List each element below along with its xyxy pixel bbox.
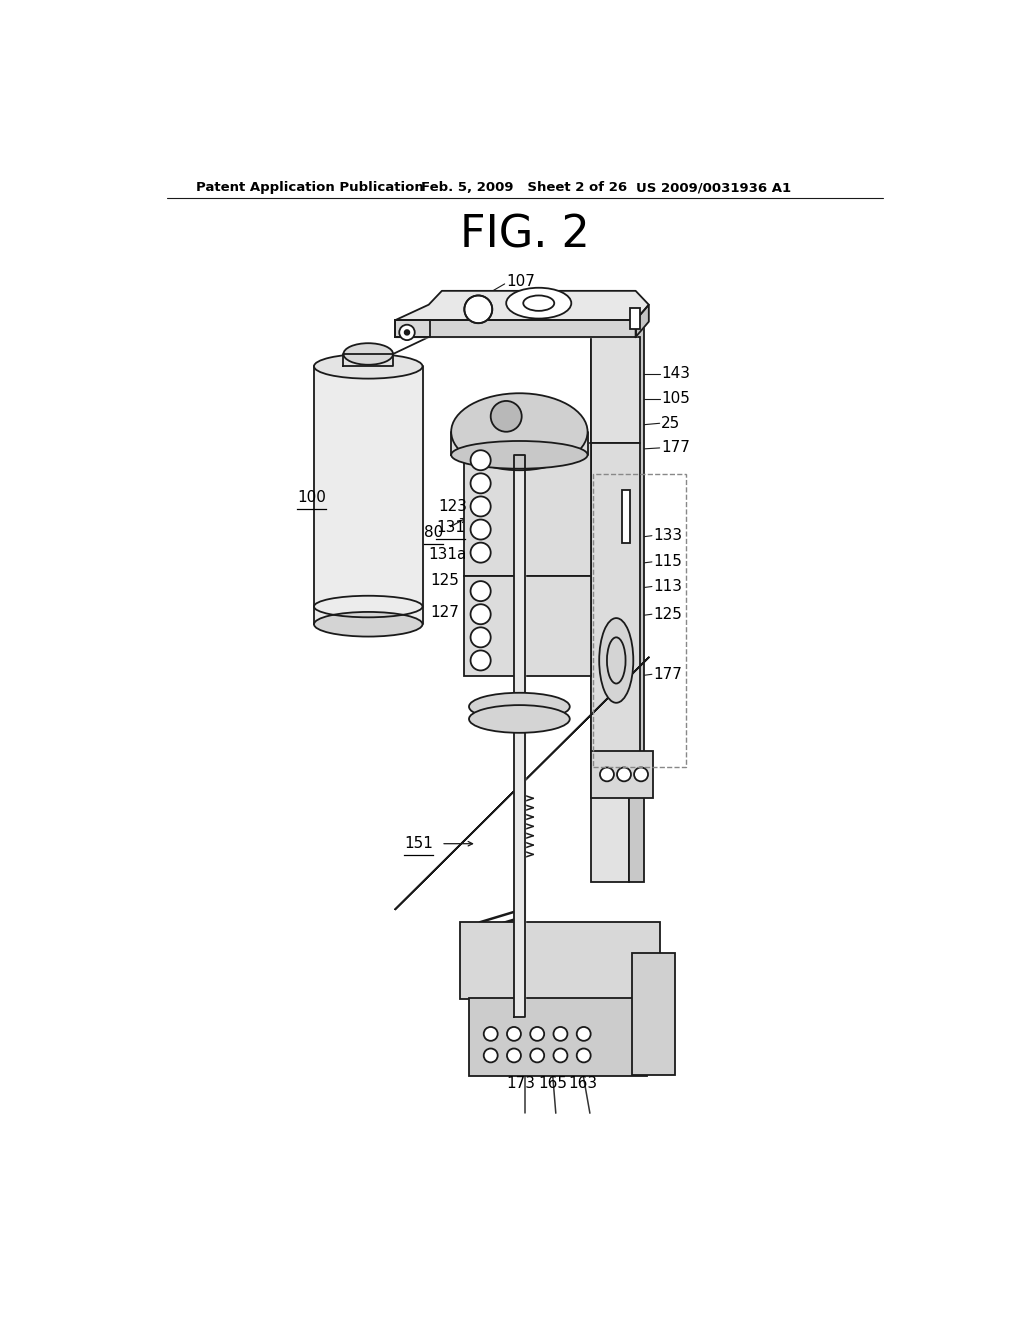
Text: 100: 100 — [297, 490, 326, 504]
Circle shape — [483, 1027, 498, 1040]
Circle shape — [483, 1048, 498, 1063]
Text: 105: 105 — [662, 391, 690, 407]
Text: 163: 163 — [568, 1076, 597, 1092]
Circle shape — [554, 1027, 567, 1040]
Text: 133: 133 — [653, 528, 683, 544]
Text: 113: 113 — [653, 579, 682, 594]
Text: US 2009/0031936 A1: US 2009/0031936 A1 — [636, 181, 792, 194]
Ellipse shape — [469, 705, 569, 733]
Circle shape — [399, 325, 415, 341]
Polygon shape — [988, 657, 1018, 909]
Ellipse shape — [343, 343, 393, 364]
Text: 173: 173 — [506, 1076, 536, 1092]
Text: 127: 127 — [430, 605, 459, 620]
Polygon shape — [395, 290, 649, 321]
Circle shape — [471, 496, 490, 516]
Polygon shape — [343, 354, 393, 367]
Polygon shape — [636, 305, 649, 337]
Text: 151: 151 — [403, 836, 433, 851]
Bar — [630, 308, 640, 330]
Circle shape — [507, 1027, 521, 1040]
Circle shape — [404, 330, 410, 335]
Circle shape — [617, 767, 631, 781]
Ellipse shape — [314, 612, 423, 636]
Text: 125: 125 — [653, 607, 682, 622]
Text: 107: 107 — [506, 275, 536, 289]
Polygon shape — [314, 367, 423, 624]
Circle shape — [490, 401, 521, 432]
Circle shape — [634, 767, 648, 781]
Circle shape — [471, 605, 490, 624]
Circle shape — [554, 1048, 567, 1063]
Circle shape — [471, 581, 490, 601]
Text: 165: 165 — [539, 1076, 567, 1092]
Text: 143: 143 — [662, 367, 690, 381]
Bar — [460, 923, 659, 999]
Polygon shape — [395, 321, 430, 337]
Bar — [464, 576, 592, 676]
Circle shape — [600, 767, 614, 781]
Polygon shape — [452, 432, 588, 455]
Ellipse shape — [452, 393, 588, 470]
Text: Patent Application Publication: Patent Application Publication — [197, 181, 424, 194]
Circle shape — [471, 474, 490, 494]
Bar — [469, 998, 647, 1076]
Bar — [464, 444, 592, 576]
Circle shape — [471, 651, 490, 671]
Text: 123: 123 — [438, 499, 467, 513]
Ellipse shape — [506, 288, 571, 318]
Circle shape — [530, 1048, 544, 1063]
Polygon shape — [514, 455, 524, 1016]
Bar — [592, 444, 640, 767]
Polygon shape — [395, 657, 649, 909]
Text: 177: 177 — [653, 667, 682, 682]
Text: FIG. 2: FIG. 2 — [460, 214, 590, 257]
Circle shape — [471, 520, 490, 540]
Bar — [623, 490, 630, 544]
Bar — [592, 751, 653, 797]
Circle shape — [464, 296, 493, 323]
Circle shape — [530, 1027, 544, 1040]
Circle shape — [471, 450, 490, 470]
Ellipse shape — [452, 441, 588, 469]
Text: 131a: 131a — [429, 546, 467, 562]
Bar — [592, 337, 640, 444]
Circle shape — [507, 1048, 521, 1063]
Ellipse shape — [469, 693, 569, 721]
Text: Feb. 5, 2009   Sheet 2 of 26: Feb. 5, 2009 Sheet 2 of 26 — [421, 181, 627, 194]
Text: 25: 25 — [662, 416, 681, 430]
Bar — [593, 474, 686, 767]
Circle shape — [577, 1027, 591, 1040]
Bar — [629, 321, 644, 882]
Text: 80: 80 — [424, 525, 443, 540]
Circle shape — [471, 543, 490, 562]
Polygon shape — [395, 321, 636, 337]
Circle shape — [471, 627, 490, 647]
Circle shape — [577, 1048, 591, 1063]
Ellipse shape — [599, 618, 633, 702]
Text: 125: 125 — [430, 573, 459, 587]
Text: 177: 177 — [662, 441, 690, 455]
Text: 131: 131 — [436, 520, 466, 536]
Ellipse shape — [314, 354, 423, 379]
Bar — [632, 953, 675, 1074]
Bar — [592, 321, 629, 882]
Text: 115: 115 — [653, 554, 682, 569]
